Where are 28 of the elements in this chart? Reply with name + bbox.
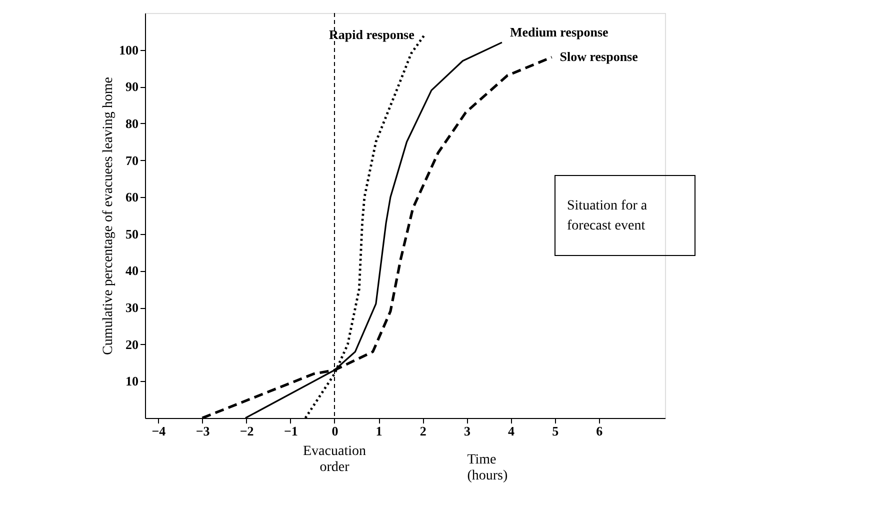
x-tick-label: 4 [508,424,516,438]
y-tick-label: 70 [126,152,138,168]
series-label: Rapid response [329,27,415,42]
y-tick-label: 40 [126,263,138,278]
x-tick-label: 2 [420,424,426,438]
x-tick-label: −2 [240,424,254,438]
y-tick-label: 10 [126,374,138,389]
ref-line-label: Evacuation order [303,444,366,475]
x-tick-label: −4 [152,424,166,438]
x-tick-label: 0 [332,424,338,438]
x-tick-label: 1 [376,424,382,438]
x-tick-label: −1 [284,424,298,438]
x-axis-title: Time (hours) [467,452,508,484]
x-tick-label: −3 [196,424,210,438]
y-tick-label: 30 [126,300,138,316]
x-tick-label: 5 [552,424,560,438]
series-label: Slow response [560,49,638,64]
y-tick-label: 50 [126,226,138,242]
x-tick-label: 6 [596,424,604,438]
y-tick-label: 100 [119,42,138,58]
y-axis-title: Cumulative percentage of evacuees leaving home [101,77,116,355]
x-tick-label: 3 [464,424,471,438]
annotation: Situation for a forecast event [567,198,648,234]
series-label: Medium response [510,24,609,40]
y-tick-label: 20 [126,336,138,352]
y-tick-label: 80 [126,116,138,131]
y-tick-label: 60 [126,190,138,205]
y-tick-label: 90 [126,79,138,94]
